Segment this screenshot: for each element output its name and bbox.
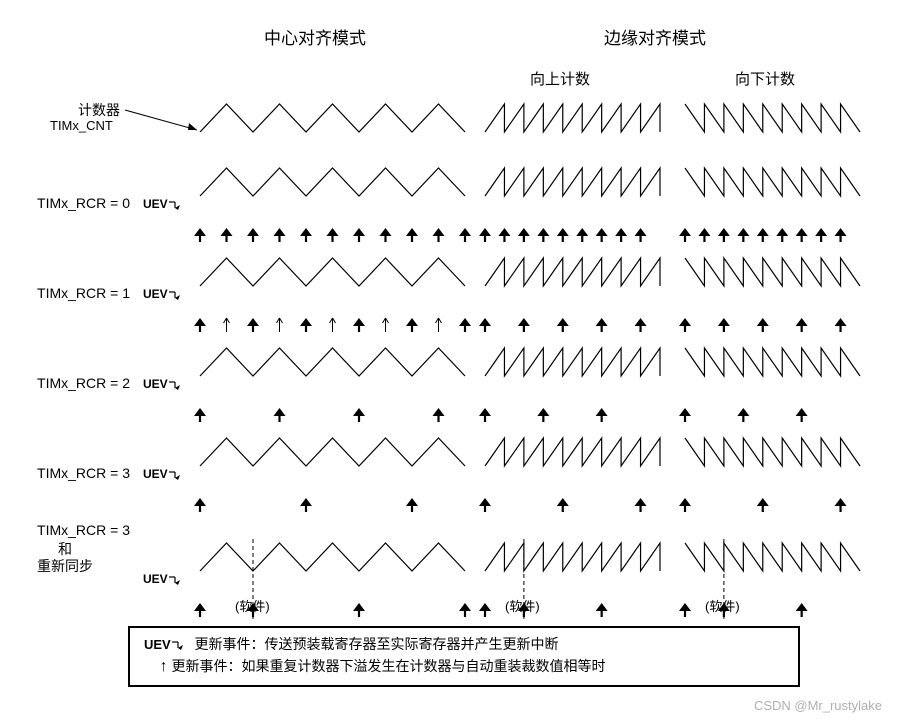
legend-line-1: UEV 更新事件：传送预装载寄存器至实际寄存器并产生更新中断 bbox=[144, 634, 784, 655]
legend-line-2: ↑ 更新事件：如果重复计数器下溢发生在计数器与自动重装裁数值相等时 bbox=[144, 655, 784, 679]
diagram-container: { "title_center": "中心对齐模式", "title_edge"… bbox=[0, 0, 900, 721]
watermark: CSDN @Mr_rustylake bbox=[754, 698, 882, 713]
legend-box: UEV 更新事件：传送预装载寄存器至实际寄存器并产生更新中断 ↑ 更新事件：如果… bbox=[128, 626, 800, 687]
timing-diagram-svg bbox=[0, 0, 900, 620]
